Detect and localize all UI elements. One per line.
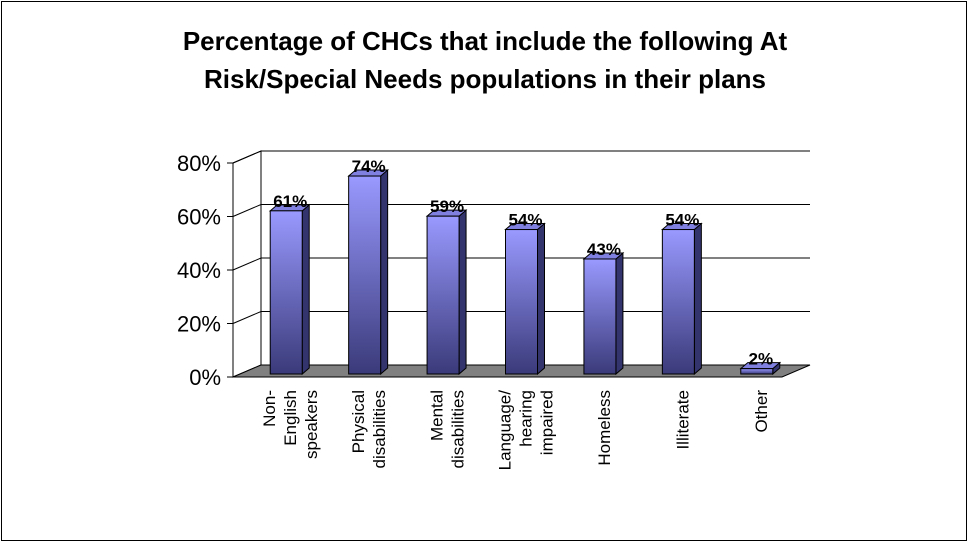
bar-side (458, 209, 467, 376)
bar-front (583, 258, 617, 375)
bar-chart: 0% 20% 40% 60% 80% 61% 74% 59% 54% 43% 54% 2% Non-… (177, 150, 811, 471)
gridline (232, 150, 810, 164)
x-tick-label-line: disabilities (370, 390, 389, 468)
x-tick-label: Non- English speakers (260, 390, 321, 459)
bar-front (269, 210, 303, 375)
bar (661, 222, 703, 376)
bar-side (537, 222, 545, 376)
data-label: 43% (587, 240, 621, 259)
x-tick-label: Other (752, 390, 771, 433)
y-axis-labels: 0% 20% 40% 60% 80% (177, 151, 221, 390)
data-label: 61% (273, 192, 307, 211)
x-tick-label-line: Homeless (595, 390, 614, 466)
bar (582, 251, 625, 376)
x-tick-label-line: hearing (517, 390, 536, 447)
x-tick-label-line: Non- (260, 390, 279, 427)
x-tick-label-line: speakers (302, 390, 321, 459)
y-tick-label: 80% (177, 151, 221, 176)
x-tick-label-line: Mental (428, 390, 447, 441)
gridline (232, 204, 810, 217)
x-tick-label: Language/hearing impaired (496, 390, 557, 471)
bar (268, 203, 311, 376)
data-label: 2% (748, 350, 773, 369)
x-tick-label: Physical disabilities (349, 390, 389, 468)
gridline (232, 311, 810, 324)
y-tick-label: 20% (177, 312, 221, 337)
bar (504, 222, 546, 376)
x-tick-label-line: English (281, 390, 300, 446)
chart-title-line-1: Percentage of CHCs that include the foll… (182, 26, 788, 56)
data-label: 54% (665, 211, 699, 230)
bar-front (661, 229, 695, 375)
data-label: 74% (352, 157, 386, 176)
x-axis-labels: Non- English speakers Physical disabilities M… (260, 390, 771, 471)
x-tick-label-line: Physical (349, 390, 368, 453)
x-tick-label-line: disabilities (449, 390, 468, 468)
bars (268, 168, 782, 376)
x-tick-label-line: Other (752, 390, 771, 433)
gridline (232, 257, 810, 271)
y-tick-label: 0% (189, 365, 221, 390)
data-label: 54% (508, 211, 542, 230)
bar-side (615, 251, 624, 376)
bar (425, 209, 468, 376)
x-tick-label-line: Language/ (496, 390, 515, 471)
chart-title-line-2: Risk/Special Needs populations in their … (203, 64, 767, 94)
y-tick-label: 60% (177, 205, 221, 230)
bar-front (348, 175, 382, 375)
bar-side (693, 222, 702, 376)
y-tick-label: 40% (177, 258, 221, 283)
x-tick-label: Homeless (595, 390, 614, 466)
data-labels: 61% 74% 59% 54% 43% 54% 2% (273, 157, 773, 369)
bar (347, 168, 389, 376)
bar-front (505, 229, 538, 375)
x-tick-label: Mental disabilities (428, 390, 468, 468)
data-label: 59% (430, 197, 464, 216)
x-tick-label-line: impaired (538, 390, 557, 455)
chart-title: Percentage of CHCs that include the foll… (60, 22, 910, 98)
bar-side (380, 168, 389, 376)
bar-side (301, 203, 310, 376)
bar-front (740, 368, 774, 375)
x-tick-label: Illiterate (673, 390, 692, 450)
x-tick-label-line: Illiterate (673, 390, 692, 450)
bar-front (426, 215, 460, 375)
gridlines (227, 150, 810, 378)
bar (739, 361, 782, 376)
